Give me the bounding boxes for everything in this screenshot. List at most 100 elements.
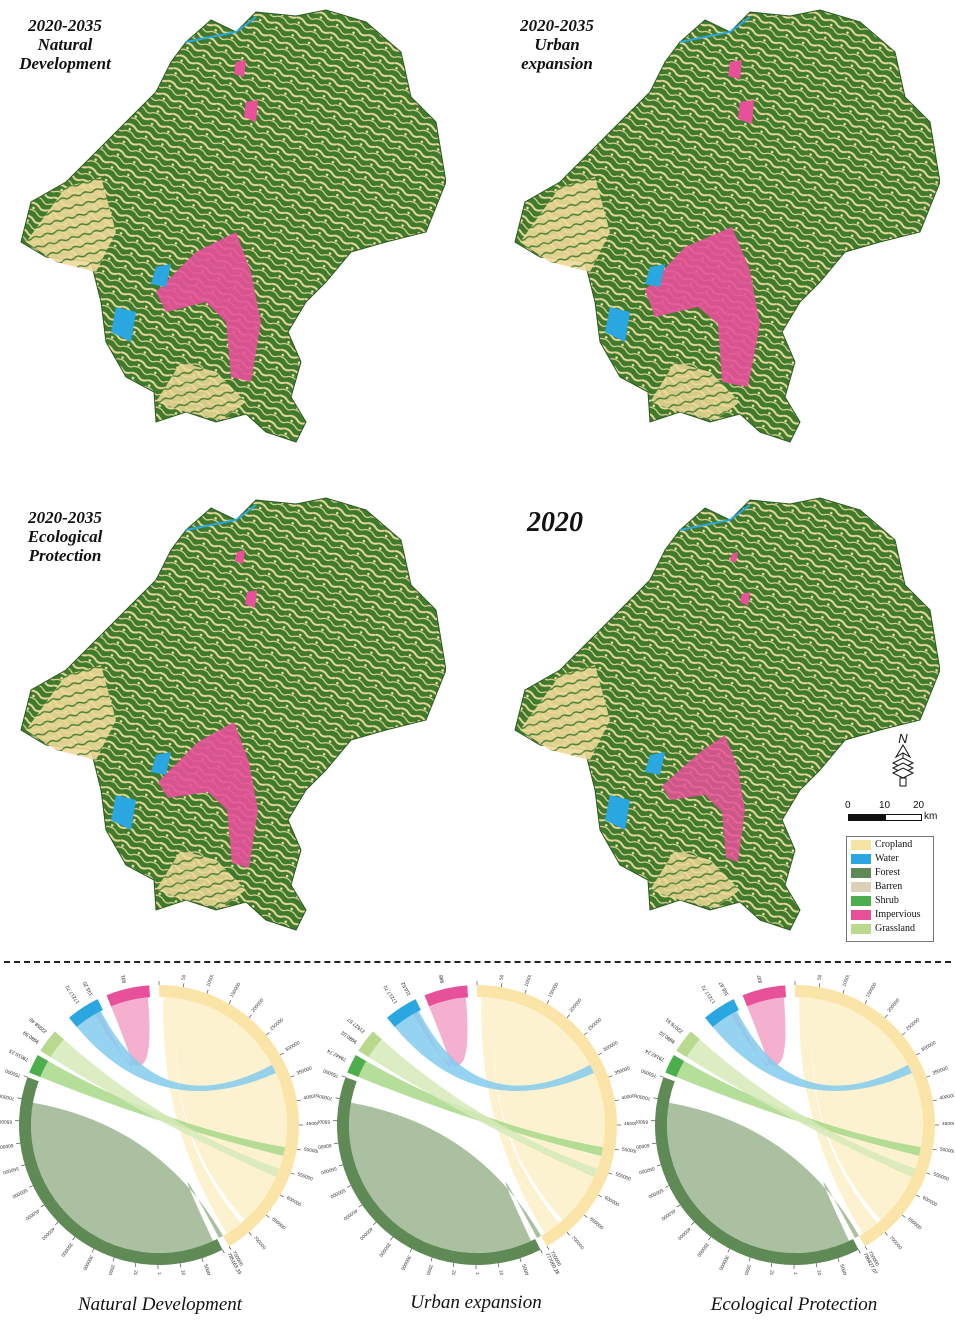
chord-tick bbox=[659, 1075, 664, 1078]
water-lake bbox=[645, 752, 665, 775]
legend-label: Water bbox=[875, 853, 899, 864]
water-lake bbox=[151, 264, 171, 287]
legend-swatch bbox=[851, 839, 871, 850]
chord-tick bbox=[280, 1052, 284, 1056]
chord-tick-label: 200000 bbox=[448, 1270, 457, 1275]
chord-tick bbox=[708, 1236, 712, 1241]
chord-tick-label: 600000 bbox=[921, 1195, 938, 1208]
chord-tick bbox=[691, 1221, 695, 1226]
chord-tick bbox=[206, 989, 209, 994]
chord-tick bbox=[228, 1000, 232, 1004]
chord-tick-label: 750000 bbox=[640, 1067, 657, 1078]
chord-segment-label: 79442.74 bbox=[326, 1047, 348, 1062]
north-label: N bbox=[898, 731, 908, 746]
legend-item-barren: Barren bbox=[851, 881, 902, 893]
chord-tick bbox=[20, 1164, 25, 1167]
chord-tick bbox=[72, 1236, 76, 1241]
chord-arc-water bbox=[69, 999, 103, 1027]
scale-tick-20: 20 bbox=[913, 800, 925, 811]
water-west bbox=[111, 307, 136, 342]
chord-arc-grassland bbox=[40, 1031, 64, 1058]
cropland-south bbox=[650, 850, 740, 908]
chord-tick-label: 600000 bbox=[603, 1195, 620, 1208]
chord-tick bbox=[665, 1185, 669, 1188]
chord-segment-label: 21627.57 bbox=[346, 1016, 366, 1034]
chord-tick-label: 50000 bbox=[817, 975, 825, 981]
chord-tick bbox=[29, 1185, 33, 1188]
chord-tick bbox=[884, 1232, 888, 1236]
chord-tick bbox=[338, 1164, 343, 1167]
chord-tick bbox=[540, 1249, 543, 1254]
chord-tick-label: 500000 bbox=[621, 1147, 636, 1156]
chord-tick bbox=[652, 1142, 657, 1144]
chord-tick bbox=[932, 1149, 937, 1151]
chord-segment-label: 9980.02 bbox=[340, 1029, 358, 1044]
chord-tick-label: 300000 bbox=[81, 1254, 94, 1271]
chord-tick-label: 300000 bbox=[602, 1040, 619, 1053]
river-north bbox=[185, 16, 257, 43]
chord-tick-label: 200000 bbox=[766, 1270, 775, 1275]
scale-tick-0: 0 bbox=[845, 800, 851, 811]
chord-tick-label: 450000 bbox=[306, 1121, 318, 1127]
chord-tick-label: 400000 bbox=[621, 1093, 636, 1102]
chord-ribbon bbox=[494, 998, 605, 1221]
legend-swatch bbox=[851, 867, 871, 878]
chord-tick bbox=[452, 1263, 455, 1268]
chord-tick-label: 750000 bbox=[4, 1067, 21, 1078]
legend: Cropland Water Forest Barren Shrub Imper… bbox=[846, 836, 934, 942]
chord-tick bbox=[546, 1246, 550, 1250]
chord-tick-label: 100000 bbox=[524, 975, 535, 988]
chord-arc-forest bbox=[337, 1077, 541, 1265]
chord-tick-label: 300000 bbox=[920, 1040, 937, 1053]
title-line: 2020-2035 bbox=[28, 508, 102, 527]
chord-tick-label: 450000 bbox=[660, 1207, 677, 1221]
chord-ribbon bbox=[368, 1039, 598, 1178]
chord-arc-cropland bbox=[159, 985, 300, 1247]
chord-arc-forest bbox=[655, 1077, 859, 1265]
chord-tick-label: 400000 bbox=[303, 1093, 318, 1102]
chord-tick bbox=[727, 1248, 730, 1253]
chord-tick-label: 500000 bbox=[939, 1147, 954, 1156]
chord-tick bbox=[373, 1221, 377, 1226]
chord-tick bbox=[228, 1246, 232, 1250]
cropland-west bbox=[26, 665, 116, 760]
chord-tick bbox=[248, 1232, 252, 1236]
chord-tick bbox=[566, 1232, 570, 1236]
chord-tick bbox=[598, 1194, 602, 1198]
urban-north-2 bbox=[245, 590, 257, 608]
chord-tick-label: 350000 bbox=[932, 1065, 949, 1076]
chord-tick-label: 700000 bbox=[252, 1235, 267, 1251]
chord-segment-label: 9980.02 bbox=[658, 1029, 676, 1044]
chord-tick bbox=[864, 1246, 868, 1250]
chord-tick-label: 500000 bbox=[11, 1187, 28, 1199]
chord-tick bbox=[17, 1097, 22, 1099]
title-line: 2020-2035 bbox=[520, 16, 594, 35]
chord-tick bbox=[932, 1099, 937, 1101]
chord-tick-label: 550000 bbox=[932, 1172, 949, 1183]
legend-label: Barren bbox=[875, 881, 903, 892]
chord-tick bbox=[819, 983, 821, 988]
section-divider bbox=[4, 961, 951, 963]
chord-tick-label: 500000 bbox=[329, 1187, 346, 1199]
chord-tick bbox=[40, 1204, 45, 1208]
chord-segment-label: 83710.77 bbox=[754, 975, 765, 984]
chord-tick-label: 350000 bbox=[695, 1241, 710, 1258]
urban-north-2 bbox=[740, 592, 750, 606]
chord-tick-label: 400000 bbox=[676, 1226, 692, 1242]
map-title: 2020-2035 Ecological Protection bbox=[10, 508, 120, 565]
chord-tick-label: 550000 bbox=[638, 1165, 655, 1175]
chord-tick bbox=[519, 1258, 522, 1263]
map-title: 2020-2035 Urban expansion bbox=[502, 16, 612, 73]
chord-tick bbox=[335, 1097, 340, 1099]
chord-tick bbox=[341, 1075, 346, 1078]
chord-tick-label: 500000 bbox=[303, 1147, 318, 1156]
chord-tick-label: 750000 bbox=[322, 1067, 339, 1078]
legend-swatch bbox=[851, 909, 871, 920]
chord-tick bbox=[902, 1032, 906, 1036]
chord-ribbon bbox=[799, 997, 878, 1234]
chord-tick-label: 650000 bbox=[906, 1216, 922, 1231]
chord-tick-label: 600000 bbox=[318, 1142, 332, 1150]
chord-tick bbox=[926, 1075, 931, 1078]
chord-tick-label: 650000 bbox=[318, 1118, 330, 1124]
chord-panel-urban-expansion: 50000 100000 150000 200000 250000 300000 35000… bbox=[314, 962, 641, 1289]
